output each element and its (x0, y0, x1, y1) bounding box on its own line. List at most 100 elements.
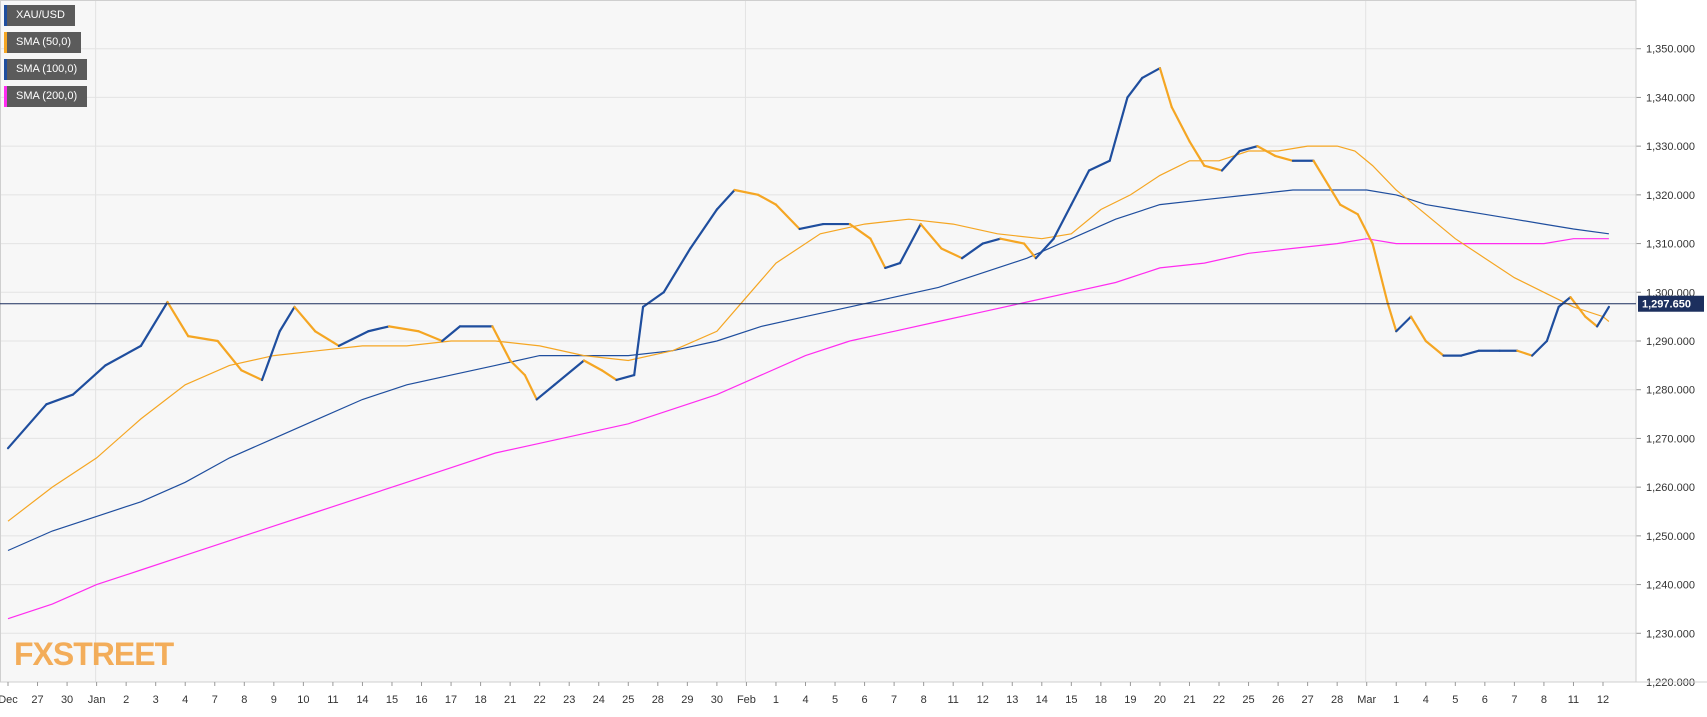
x-tick-label: 22 (1213, 694, 1225, 706)
x-tick-label: 21 (1183, 694, 1195, 706)
price-segment (240, 369, 264, 382)
price-segment (1339, 203, 1359, 216)
price-segment (960, 242, 984, 260)
price-segment (1395, 315, 1413, 333)
price-segment (417, 330, 444, 343)
price-segment (600, 369, 618, 382)
x-tick-label: 25 (622, 694, 634, 706)
price-segment (1424, 339, 1445, 357)
x-tick-label: 27 (1302, 694, 1314, 706)
price-segment (1356, 213, 1374, 245)
price-segment (1256, 145, 1277, 157)
price-segment (869, 237, 887, 270)
price-segment (1203, 164, 1224, 172)
x-tick-label: 26 (1272, 694, 1284, 706)
price-segment (509, 359, 526, 377)
x-tick-label: 8 (241, 694, 247, 706)
y-tick-label: 1,240.000 (1646, 580, 1695, 592)
price-segment (1108, 96, 1129, 162)
legend-item-sma100[interactable]: SMA (100,0) (4, 59, 88, 80)
price-segment (1516, 349, 1534, 357)
legend-swatch (4, 5, 7, 26)
price-segment (774, 203, 801, 231)
y-tick-label: 1,340.000 (1646, 92, 1695, 104)
x-tick-label: Mar (1357, 694, 1376, 706)
price-segment (45, 393, 75, 406)
price-segment (1312, 159, 1330, 187)
y-tick-label: 1,280.000 (1646, 385, 1695, 397)
price-segment (733, 188, 760, 196)
price-segment (757, 193, 778, 206)
y-tick-label: 1,350.000 (1646, 44, 1695, 56)
x-tick-label: 23 (563, 694, 575, 706)
y-tick-label: 1,290.000 (1646, 336, 1695, 348)
legend-item-sma200[interactable]: SMA (200,0) (4, 86, 88, 107)
price-segment (582, 359, 603, 372)
x-tick-label: 1 (1393, 694, 1399, 706)
y-tick-label: 1,310.000 (1646, 239, 1695, 251)
legend-swatch (4, 86, 7, 107)
price-segment (1070, 169, 1091, 206)
x-tick-label: 5 (1452, 694, 1458, 706)
price-segment (919, 222, 943, 250)
legend-label: SMA (200,0) (16, 90, 78, 102)
x-tick-label: 15 (1065, 694, 1077, 706)
price-segment (278, 305, 296, 333)
y-tick-label: 1,330.000 (1646, 141, 1695, 153)
x-tick-label: 14 (1036, 694, 1048, 706)
x-tick-label: 2 (123, 694, 129, 706)
x-tick-label: 18 (1095, 694, 1107, 706)
price-segment (1158, 67, 1173, 109)
price-segment (1238, 145, 1259, 153)
x-tick-label: 24 (593, 694, 605, 706)
price-segment (884, 261, 902, 270)
y-tick-label: 1,250.000 (1646, 531, 1695, 543)
sma50-line (7, 145, 1610, 522)
x-tick-label: 4 (1423, 694, 1429, 706)
x-tick-label: 12 (977, 694, 989, 706)
x-tick-label: 17 (445, 694, 457, 706)
x-tick-label: 13 (1006, 694, 1018, 706)
x-tick-label: 14 (356, 694, 368, 706)
price-segment (293, 305, 317, 333)
price-segment (940, 247, 964, 260)
x-tick-label: 30 (711, 694, 723, 706)
x-tick-label: 4 (802, 694, 808, 706)
price-segment (1220, 149, 1241, 172)
x-tick-label: Dec (0, 694, 18, 706)
price-segment (715, 188, 736, 211)
x-tick-label: 8 (1541, 694, 1547, 706)
x-tick-label: 7 (1511, 694, 1517, 706)
price-segment (314, 330, 340, 347)
price-segment (1460, 349, 1481, 357)
price-segment (798, 222, 825, 231)
price-segment (1034, 237, 1055, 260)
x-tick-label: 28 (1331, 694, 1343, 706)
x-tick-label: 27 (31, 694, 43, 706)
legend-label: SMA (100,0) (16, 63, 78, 75)
legend-item-sma50[interactable]: SMA (50,0) (4, 32, 82, 53)
logo-text-street: STREET (52, 636, 174, 672)
price-segment (1595, 305, 1611, 328)
price-segment (367, 325, 391, 333)
price-segment (1141, 67, 1162, 80)
price-segment (387, 325, 420, 333)
price-segment (1584, 315, 1599, 328)
x-tick-label: 11 (327, 694, 338, 706)
x-tick-label: 11 (1568, 694, 1579, 706)
x-tick-label: 15 (386, 694, 398, 706)
x-tick-label: 22 (534, 694, 546, 706)
price-segment (1327, 184, 1342, 206)
legend-item-xauusd[interactable]: XAU/USD (4, 5, 75, 26)
price-segment (999, 237, 1026, 245)
price-segment (848, 222, 872, 240)
sma200-line (7, 238, 1609, 620)
price-segment (898, 222, 922, 265)
price-segment (1022, 242, 1037, 260)
price-segment (641, 291, 665, 308)
legend: XAU/USD SMA (50,0) SMA (100,0) SMA (200,… (4, 5, 88, 113)
price-segment (1087, 159, 1111, 172)
price-segment (1126, 76, 1144, 99)
x-tick-label: 1 (773, 694, 779, 706)
x-tick-label: Feb (737, 694, 756, 706)
